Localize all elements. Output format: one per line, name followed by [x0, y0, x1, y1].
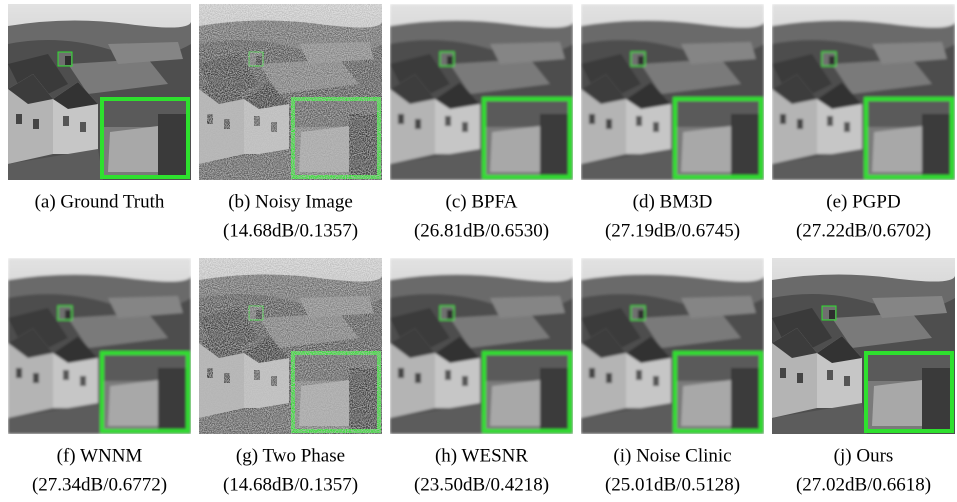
caption-label: (d) BM3D	[633, 191, 713, 212]
image	[581, 258, 764, 434]
panel: (d) BM3D (27.19dB/0.6745)	[581, 4, 764, 241]
panel: (e) PGPD (27.22dB/0.6702)	[772, 4, 955, 241]
caption-metrics: (14.68dB/0.1357)	[223, 220, 358, 241]
figure: (a) Ground Truth (b) Noisy Image (14.68dB/…	[0, 0, 957, 502]
image-content	[8, 258, 191, 434]
image-content	[772, 258, 955, 434]
image-content	[772, 4, 955, 180]
caption-metrics: (14.68dB/0.1357)	[223, 474, 358, 495]
caption-metrics: (27.02dB/0.6618)	[796, 474, 931, 495]
caption-label: (b) Noisy Image	[228, 191, 353, 212]
panel: (j) Ours (27.02dB/0.6618)	[772, 258, 955, 495]
image	[390, 258, 573, 434]
image-content	[390, 4, 573, 180]
caption-label: (h) WESNR	[435, 445, 528, 466]
panel: (h) WESNR (23.50dB/0.4218)	[390, 258, 573, 495]
image	[772, 258, 955, 434]
caption-metrics: (27.34dB/0.6772)	[32, 474, 167, 495]
caption-label: (i) Noise Clinic	[613, 445, 731, 466]
caption-label: (f) WNNM	[57, 445, 143, 466]
image	[581, 4, 764, 180]
image-content	[390, 258, 573, 434]
panel: (g) Two Phase (14.68dB/0.1357)	[199, 258, 382, 495]
caption-label: (c) BPFA	[446, 191, 518, 212]
panel: (a) Ground Truth	[8, 4, 191, 212]
panel: (f) WNNM (27.34dB/0.6772)	[8, 258, 191, 495]
image-content	[581, 4, 764, 180]
image	[772, 4, 955, 180]
image	[8, 4, 191, 180]
image	[8, 258, 191, 434]
panel: (i) Noise Clinic (25.01dB/0.5128)	[581, 258, 764, 495]
caption-metrics: (26.81dB/0.6530)	[414, 220, 549, 241]
caption-label: (e) PGPD	[826, 191, 900, 212]
image-content	[581, 258, 764, 434]
image	[390, 4, 573, 180]
caption-label: (j) Ours	[834, 445, 894, 466]
caption-metrics: (27.22dB/0.6702)	[796, 220, 931, 241]
panel: (c) BPFA (26.81dB/0.6530)	[390, 4, 573, 241]
panel: (b) Noisy Image (14.68dB/0.1357)	[199, 4, 382, 241]
image-content	[8, 4, 191, 180]
image	[199, 4, 382, 180]
noise-overlay	[199, 4, 382, 180]
caption-label: (g) Two Phase	[236, 445, 345, 466]
caption-metrics: (25.01dB/0.5128)	[605, 474, 740, 495]
caption-label: (a) Ground Truth	[35, 191, 165, 212]
image	[199, 258, 382, 434]
caption-metrics: (23.50dB/0.4218)	[414, 474, 549, 495]
noise-overlay	[199, 258, 382, 434]
caption-metrics: (27.19dB/0.6745)	[605, 220, 740, 241]
